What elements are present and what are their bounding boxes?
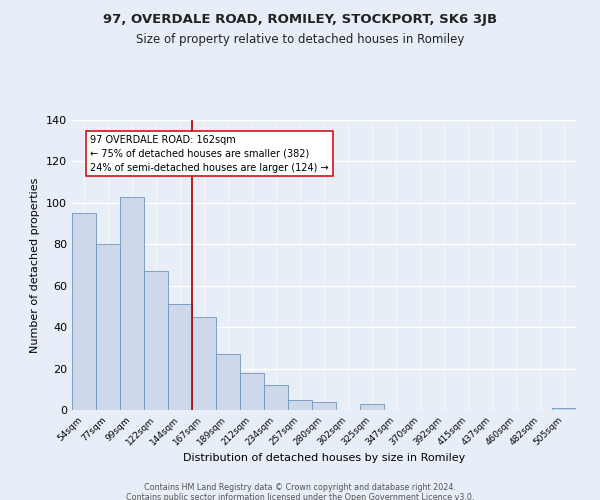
Bar — [192, 317, 216, 410]
Y-axis label: Number of detached properties: Number of detached properties — [31, 178, 40, 352]
Text: Contains HM Land Registry data © Crown copyright and database right 2024.: Contains HM Land Registry data © Crown c… — [144, 482, 456, 492]
Bar — [72, 213, 96, 410]
Bar — [552, 408, 576, 410]
Bar — [240, 372, 264, 410]
Bar — [168, 304, 192, 410]
Text: 97, OVERDALE ROAD, ROMILEY, STOCKPORT, SK6 3JB: 97, OVERDALE ROAD, ROMILEY, STOCKPORT, S… — [103, 12, 497, 26]
Bar — [96, 244, 120, 410]
Bar — [144, 271, 168, 410]
Bar — [216, 354, 240, 410]
Text: Size of property relative to detached houses in Romiley: Size of property relative to detached ho… — [136, 32, 464, 46]
Bar — [288, 400, 312, 410]
Bar — [312, 402, 336, 410]
Text: 97 OVERDALE ROAD: 162sqm
← 75% of detached houses are smaller (382)
24% of semi-: 97 OVERDALE ROAD: 162sqm ← 75% of detach… — [90, 134, 329, 172]
Bar — [360, 404, 384, 410]
Bar — [264, 385, 288, 410]
X-axis label: Distribution of detached houses by size in Romiley: Distribution of detached houses by size … — [183, 452, 465, 462]
Text: Contains public sector information licensed under the Open Government Licence v3: Contains public sector information licen… — [126, 492, 474, 500]
Bar — [120, 196, 144, 410]
